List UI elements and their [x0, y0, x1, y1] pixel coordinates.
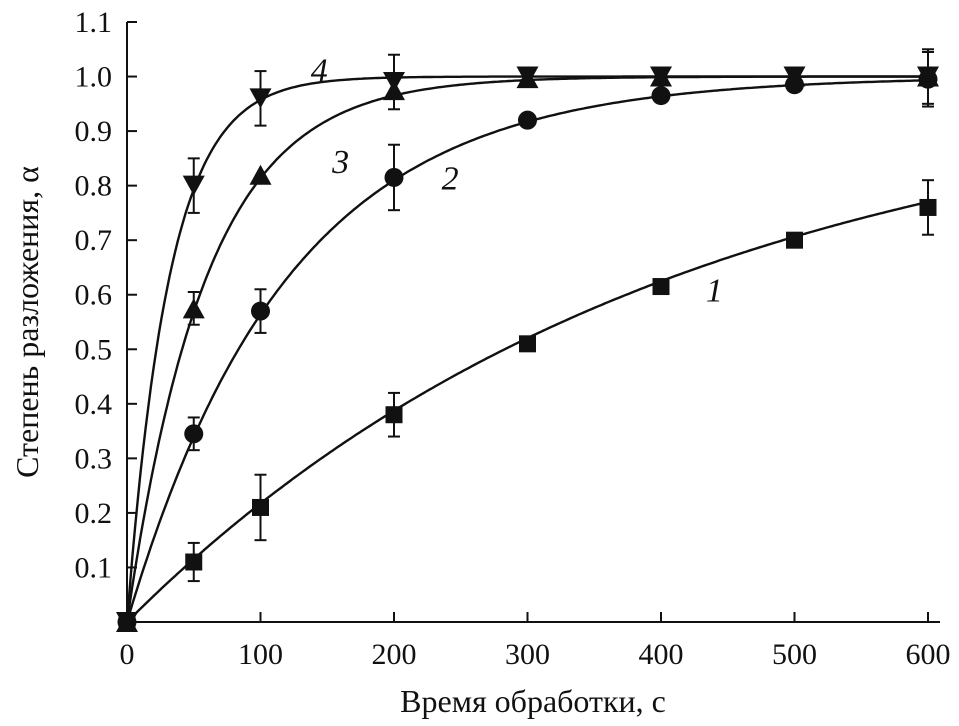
marker-square-s1 [786, 231, 803, 249]
curve-labels: 1 2 3 4 [311, 52, 723, 309]
marker-triangle-down-s4 [783, 66, 806, 87]
marker-circle-s2 [251, 301, 270, 321]
curve-label-3: 3 [331, 144, 349, 181]
curve-label-2: 2 [442, 160, 459, 197]
y-tick-label: 0.5 [75, 333, 113, 366]
y-tick-label: 0.9 [75, 115, 113, 148]
marker-circle-s2 [651, 86, 671, 106]
y-tick-label: 0.8 [75, 170, 113, 203]
marker-square-s1 [919, 198, 937, 216]
marker-circle-s2 [518, 110, 537, 130]
x-tick-label: 500 [772, 638, 817, 671]
marker-triangle-down-s4 [116, 612, 138, 632]
x-tick-label: 200 [372, 638, 417, 671]
marker-circle-s2 [184, 424, 204, 444]
marker-triangle-down-s4 [249, 88, 272, 109]
marker-square-s1 [519, 335, 536, 353]
marker-square-s1 [252, 498, 269, 516]
y-tick-label: 0.4 [75, 388, 113, 421]
marker-triangle-up-s3 [182, 298, 205, 319]
curve-label-4: 4 [311, 52, 328, 89]
y-tick-label: 0.2 [75, 497, 113, 530]
x-tick-label: 100 [238, 638, 283, 671]
y-tick-label: 0.1 [75, 551, 113, 584]
error-bars [187, 48, 934, 583]
y-axis-title: Степень разложения, α [9, 166, 45, 478]
x-axis-title: Время обработки, с [400, 683, 666, 719]
marker-triangle-down-s4 [383, 72, 405, 92]
axis-ticks: 0 100 200 300 400 500 600 0.1 0.2 0.3 0.4 0.5 0.6 0.7… [75, 6, 951, 671]
marker-triangle-down-s4 [516, 66, 539, 87]
y-tick-label: 0.6 [75, 279, 113, 312]
fit-curve-1 [126, 200, 929, 623]
y-tick-label: 0.3 [75, 442, 113, 475]
data-markers [116, 66, 939, 632]
x-tick-label: 400 [639, 638, 684, 671]
marker-triangle-down-s4 [917, 66, 939, 87]
marker-square-s1 [385, 406, 403, 424]
marker-square-s1 [185, 553, 203, 571]
y-tick-label: 1.0 [75, 61, 113, 94]
x-tick-label: 0 [120, 638, 135, 671]
marker-square-s1 [652, 278, 670, 296]
y-tick-label: 1.1 [75, 6, 113, 39]
marker-triangle-up-s3 [249, 164, 272, 185]
x-tick-label: 600 [906, 638, 951, 671]
marker-triangle-down-s4 [182, 175, 205, 196]
marker-circle-s2 [384, 167, 404, 187]
plot-frame [126, 22, 940, 623]
marker-triangle-down-s4 [650, 66, 672, 87]
curve-label-1: 1 [706, 272, 723, 309]
x-tick-label: 300 [505, 638, 550, 671]
y-tick-label: 0.7 [75, 224, 113, 257]
